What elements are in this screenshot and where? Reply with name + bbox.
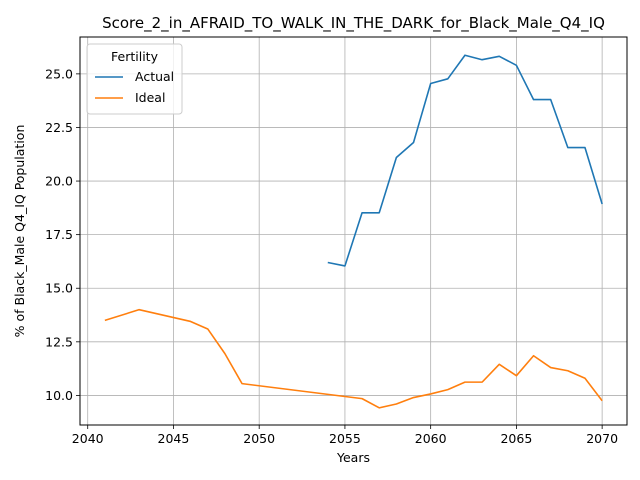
x-tick-label: 2065 xyxy=(500,431,532,446)
legend-label-actual: Actual xyxy=(135,69,174,84)
x-tick-label: 2060 xyxy=(415,431,447,446)
grid-layer xyxy=(80,37,627,425)
y-tick-label: 15.0 xyxy=(45,281,73,296)
y-tick-label: 17.5 xyxy=(45,227,73,242)
y-axis-label: % of Black_Male Q4_IQ Population xyxy=(12,125,27,338)
x-tick-label: 2050 xyxy=(243,431,275,446)
legend: Fertility Actual Ideal xyxy=(86,43,183,115)
y-tick-label: 22.5 xyxy=(45,120,73,135)
legend-box xyxy=(86,43,183,115)
series-line-ideal xyxy=(104,308,603,409)
y-tick-label: 20.0 xyxy=(45,174,73,189)
x-tick-label: 2045 xyxy=(158,431,190,446)
y-tick-label: 10.0 xyxy=(45,388,73,403)
x-tick-label: 2040 xyxy=(72,431,104,446)
chart-title: Score_2_in_AFRAID_TO_WALK_IN_THE_DARK_fo… xyxy=(102,14,605,33)
legend-label-ideal: Ideal xyxy=(135,90,165,105)
x-axis-label: Years xyxy=(336,450,370,465)
legend-title: Fertility xyxy=(111,49,159,64)
y-tick-label: 25.0 xyxy=(45,66,73,81)
tick-layer: 2040 2045 2050 2055 2060 2065 2070 10.0 12.5 15.0… xyxy=(45,66,618,446)
x-tick-label: 2070 xyxy=(586,431,618,446)
legend-entries: Actual Ideal xyxy=(95,69,174,105)
series-layer xyxy=(104,54,603,409)
series-line-actual xyxy=(327,54,603,267)
y-tick-label: 12.5 xyxy=(45,334,73,349)
x-tick-label: 2055 xyxy=(329,431,361,446)
plot-frame xyxy=(79,36,628,426)
